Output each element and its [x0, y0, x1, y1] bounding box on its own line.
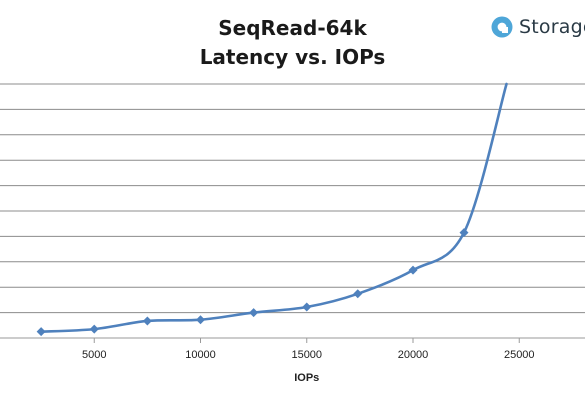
- data-point-marker: [302, 302, 312, 312]
- x-tick-label: 5000: [82, 349, 106, 361]
- x-tick-label: 15000: [291, 349, 322, 361]
- data-point-marker: [459, 228, 469, 238]
- chart-subtitle: Latency vs. IOPs: [199, 45, 386, 69]
- x-axis-title: IOPs: [294, 372, 319, 384]
- data-point-marker: [353, 289, 363, 299]
- storage-review-logo-icon: [491, 16, 513, 38]
- data-point-marker: [89, 324, 99, 334]
- brand-name: Storage: [519, 16, 585, 38]
- data-point-marker: [249, 308, 259, 318]
- series-line: [39, 82, 508, 333]
- brand-logo: Storage: [491, 14, 585, 40]
- series-markers: [36, 228, 469, 337]
- grid-lines: [0, 83, 585, 314]
- data-point-marker: [142, 316, 152, 326]
- x-tick-labels: 5000 10000 15000 20000 25000: [82, 338, 535, 361]
- data-point-marker: [196, 315, 205, 325]
- data-point-marker: [36, 327, 46, 337]
- data-point-marker: [408, 265, 418, 275]
- x-tick-label: 10000: [185, 349, 216, 361]
- x-tick-label: 20000: [398, 349, 429, 361]
- x-tick-label: 25000: [504, 349, 535, 361]
- chart-title: SeqRead-64k: [218, 16, 367, 40]
